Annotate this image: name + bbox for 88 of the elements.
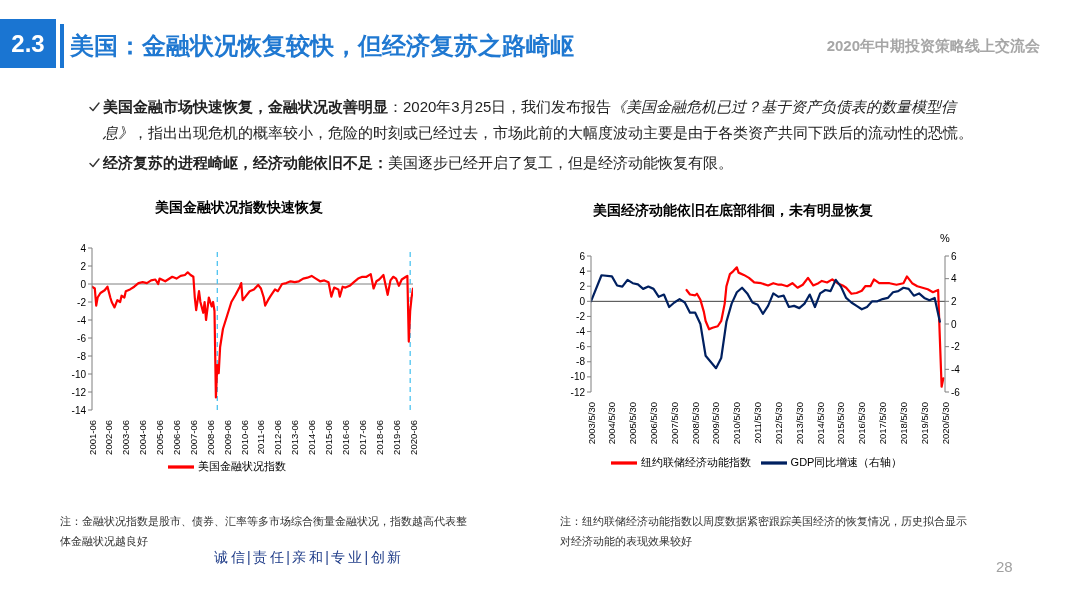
text: ，指出出现危机的概率较小，危险的时刻或已经过去，市场此前的大幅度波动主要是由于各类资产共同下跌后的流动性的恐慌。 [133,124,973,141]
y2-tick-label: 4 [951,273,957,285]
x-tick-label: 2010-06 [238,420,250,455]
text: 经济复苏的进程崎岖，经济动能依旧不足： [103,154,388,171]
x-tick-label: 2009/5/30 [710,402,722,445]
x-tick-label: 2006/5/30 [647,402,659,445]
x-tick-label: 2012/5/30 [772,402,784,445]
x-tick-label: 2011-06 [255,420,267,455]
x-tick-label: 2017/5/30 [877,402,889,445]
x-tick-label: 2009-06 [221,420,233,455]
x-tick-label: 2015-06 [323,420,335,455]
x-tick-label: 2020/5/30 [939,402,951,445]
y2-tick-label: 2 [951,295,957,307]
x-tick-label: 2019-06 [390,420,402,455]
x-tick-label: 2014-06 [306,420,318,455]
legend-label: 美国金融状况指数 [197,459,286,472]
line-series [685,266,945,388]
x-tick-label: 2004-06 [137,420,149,455]
x-tick-label: 2014/5/30 [814,402,826,445]
x-tick-label: 2020-06 [407,420,419,455]
text: 美国逐步已经开启了复工，但是经济动能恢复有限。 [388,154,733,171]
chart-title: 美国经济动能依旧在底部徘徊，未有明显恢复 [593,203,873,218]
line-series [92,271,413,399]
x-tick-label: 2018/5/30 [897,402,909,445]
y-tick-label: -10 [570,371,586,383]
text: 28 [996,558,1013,575]
y-tick-label: -14 [71,404,87,416]
y-tick-label: 4 [579,265,586,277]
y-tick-label: -12 [71,386,87,398]
y-tick-label: -4 [77,314,87,326]
x-tick-label: 2016/5/30 [856,402,868,445]
text: 美国：金融状况恢复较快，但经济复苏之路崎岖 [70,32,574,59]
y-tick-label: 2 [80,260,87,272]
y2-tick-label: 0 [951,318,957,330]
y-tick-label: -6 [77,332,87,344]
text: 注：金融状况指数是股市、债券、汇率等多市场综合衡量金融状况，指数越高代表整体金融状况越良好 [60,515,467,547]
x-tick-label: 2008/5/30 [689,402,701,445]
x-tick-label: 2013/5/30 [793,402,805,445]
x-tick-label: 2011/5/30 [752,402,764,444]
x-tick-label: 2002-06 [103,420,115,455]
x-tick-label: 2016-06 [339,420,351,455]
y2-tick-label: -4 [951,363,961,375]
x-tick-label: 2010/5/30 [731,402,743,445]
x-tick-label: 2003/5/30 [585,402,597,445]
x-tick-label: 2001-06 [86,420,98,455]
y-tick-label: -2 [576,310,586,322]
x-tick-label: 2005/5/30 [627,402,639,445]
x-tick-label: 2007/5/30 [668,402,680,445]
y-tick-label: 4 [80,242,87,254]
line-series [591,274,941,370]
chart-title: 美国金融状况指数快速恢复 [155,200,323,215]
y2-tick-label: -2 [951,341,961,353]
x-tick-label: 2004/5/30 [606,402,618,445]
y-tick-label: -4 [576,326,586,338]
x-tick-label: 2006-06 [170,420,182,455]
text: 息》 [103,124,133,141]
x-tick-label: 2008-06 [204,420,216,455]
x-tick-label: 2015/5/30 [835,402,847,445]
text: 2020年中期投资策略线上交流会 [826,37,1040,54]
y-tick-label: -8 [576,356,586,368]
y-tick-label: 0 [579,295,586,307]
text: 《美国金融危机已过？基于资产负债表的数量模型信 [611,98,957,115]
x-tick-label: 2019/5/30 [918,402,930,445]
legend-label: GDP同比增速（右轴） [790,455,903,468]
text: 美国金融市场快速恢复，金融状况改善明显 [103,98,388,115]
x-tick-label: 2003-06 [120,420,132,455]
x-tick-label: 2018-06 [373,420,385,455]
y-tick-label: 0 [80,278,87,290]
y2-tick-label: 6 [951,250,957,262]
y2-tick-label: -6 [951,386,961,398]
x-tick-label: 2012-06 [272,420,284,455]
y-tick-label: -12 [570,386,586,398]
text: 2.3 [11,29,45,58]
y-tick-label: -2 [77,296,87,308]
y2-axis-title: % [940,232,950,244]
x-tick-label: 2017-06 [356,420,368,455]
text: 注：纽约联储经济动能指数以周度数据紧密跟踪美国经济的恢复情况，历史拟合显示对经济动能的表现效果较好 [560,515,967,547]
x-tick-label: 2005-06 [154,420,166,455]
y-tick-label: -8 [77,350,87,362]
text: 诚信|责任|亲和|专业|创新 [214,549,404,565]
x-tick-label: 2013-06 [289,420,301,455]
text: ：2020年3月25日，我们发布报告 [388,98,612,115]
y-tick-label: -10 [71,368,87,380]
y-tick-label: -6 [576,341,586,353]
y-tick-label: 6 [579,250,586,262]
y-tick-label: 2 [579,280,586,292]
legend-label: 纽约联储经济动能指数 [640,455,751,468]
x-tick-label: 2007-06 [187,420,199,455]
